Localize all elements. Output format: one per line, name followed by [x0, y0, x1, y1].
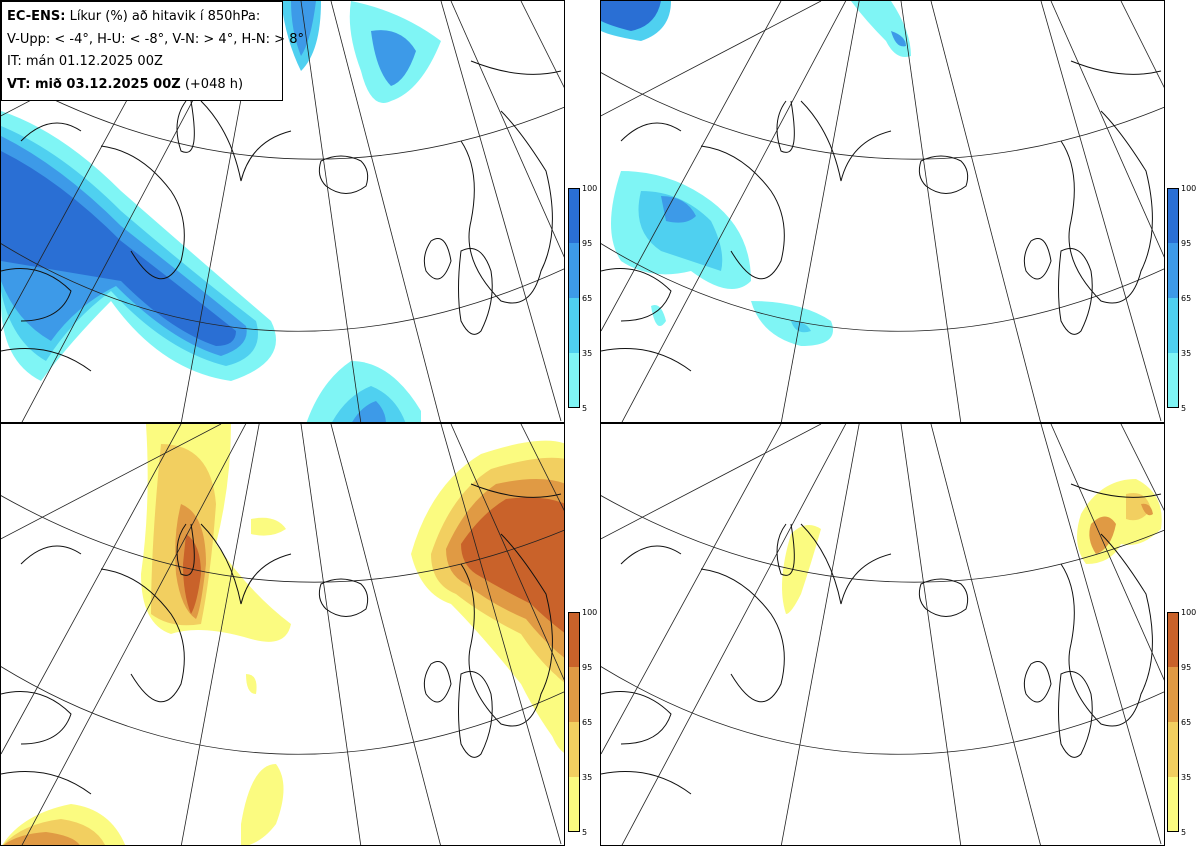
- colorbar-segment: [568, 777, 580, 832]
- info-box: EC-ENS: Líkur (%) að hitavik í 850hPa: V…: [1, 1, 304, 101]
- colorbar-segment: [568, 353, 580, 408]
- colorbar-warm-right-swatches: [1167, 612, 1179, 832]
- colorbar-segment: [1167, 722, 1179, 777]
- colorbar-segment: [1167, 777, 1179, 832]
- colorbar-segment: [568, 722, 580, 777]
- colorbar-tick-label: 35: [582, 773, 593, 782]
- colorbar-tick-label: 5: [1181, 828, 1187, 837]
- probability-field: [1, 1, 441, 422]
- colorbar-tick-label: 100: [1181, 184, 1197, 193]
- colorbar-tick-label: 100: [582, 184, 598, 193]
- colorbar-tick-label: 35: [582, 349, 593, 358]
- init-time: IT: mán 01.12.2025 00Z: [7, 54, 163, 69]
- colorbar-tick-label: 5: [582, 828, 588, 837]
- colorbar-segment: [1167, 667, 1179, 722]
- map-panel-warm-strong: [600, 423, 1165, 846]
- map-panel-cold-strong: [600, 0, 1165, 423]
- colorbar-cold-right: 100 95 65 35 5: [1167, 184, 1200, 413]
- map-cold-moderate: [1, 1, 564, 422]
- colorbar-segment: [1167, 298, 1179, 353]
- colorbar-tick-label: 65: [1181, 294, 1192, 303]
- colorbar-tick-label: 100: [582, 608, 598, 617]
- map-outlines: [601, 424, 1164, 845]
- colorbar-segment: [1167, 612, 1179, 667]
- map-warm-moderate: [1, 424, 564, 845]
- colorbar-warm-right: 100 95 65 35 5: [1167, 608, 1200, 837]
- product-name: EC-ENS:: [7, 9, 66, 24]
- colorbar-tick-label: 65: [1181, 718, 1192, 727]
- colorbar-segment: [568, 612, 580, 667]
- colorbar-segment: [568, 243, 580, 298]
- map-warm-strong: [601, 424, 1164, 845]
- valid-time: VT: mið 03.12.2025 00Z: [7, 76, 181, 92]
- colorbar-tick-label: 100: [1181, 608, 1197, 617]
- panel-legend-line: V-Upp: < -4°, H-U: < -8°, V-N: > 4°, H-N…: [7, 31, 304, 47]
- colorbar-segment: [568, 188, 580, 243]
- colorbar-segment: [1167, 353, 1179, 408]
- colorbar-cold-left-swatches: [568, 188, 580, 408]
- colorbar-segment: [568, 298, 580, 353]
- colorbar-tick-label: 5: [582, 404, 588, 413]
- colorbar-tick-label: 95: [582, 663, 593, 672]
- map-panel-cold-moderate: EC-ENS: Líkur (%) að hitavik í 850hPa: V…: [0, 0, 565, 423]
- colorbar-segment: [1167, 243, 1179, 298]
- probability-field: [601, 1, 911, 346]
- colorbar-tick-label: 95: [1181, 239, 1192, 248]
- colorbar-tick-label: 95: [582, 239, 593, 248]
- chart-title: Líkur (%) að hitavik í 850hPa:: [69, 9, 261, 24]
- colorbar-warm-left: 100 95 65 35 5: [568, 608, 604, 837]
- colorbar-tick-label: 35: [1181, 773, 1192, 782]
- colorbar-tick-label: 35: [1181, 349, 1192, 358]
- colorbar-cold-right-swatches: [1167, 188, 1179, 408]
- colorbar-segment: [568, 667, 580, 722]
- map-cold-strong: [601, 1, 1164, 422]
- colorbar-tick-label: 95: [1181, 663, 1192, 672]
- colorbar-cold-left: 100 95 65 35 5: [568, 184, 604, 413]
- map-panel-warm-moderate: [0, 423, 565, 846]
- colorbar-tick-label: 65: [582, 718, 593, 727]
- colorbar-warm-left-swatches: [568, 612, 580, 832]
- lead-time: (+048 h): [184, 76, 244, 92]
- colorbar-tick-label: 5: [1181, 404, 1187, 413]
- colorbar-tick-label: 65: [582, 294, 593, 303]
- colorbar-segment: [1167, 188, 1179, 243]
